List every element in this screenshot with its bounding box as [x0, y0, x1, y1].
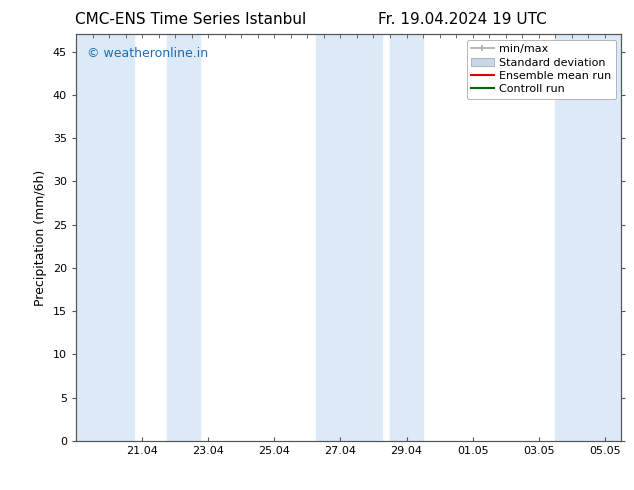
Y-axis label: Precipitation (mm/6h): Precipitation (mm/6h) — [34, 170, 48, 306]
Bar — [390, 34, 423, 441]
Bar — [167, 34, 200, 441]
Bar — [316, 34, 382, 441]
Text: © weatheronline.in: © weatheronline.in — [87, 47, 208, 59]
Text: Fr. 19.04.2024 19 UTC: Fr. 19.04.2024 19 UTC — [378, 12, 547, 27]
Text: CMC-ENS Time Series Istanbul: CMC-ENS Time Series Istanbul — [75, 12, 306, 27]
Bar — [76, 34, 134, 441]
Legend: min/max, Standard deviation, Ensemble mean run, Controll run: min/max, Standard deviation, Ensemble me… — [467, 40, 616, 99]
Bar — [555, 34, 621, 441]
